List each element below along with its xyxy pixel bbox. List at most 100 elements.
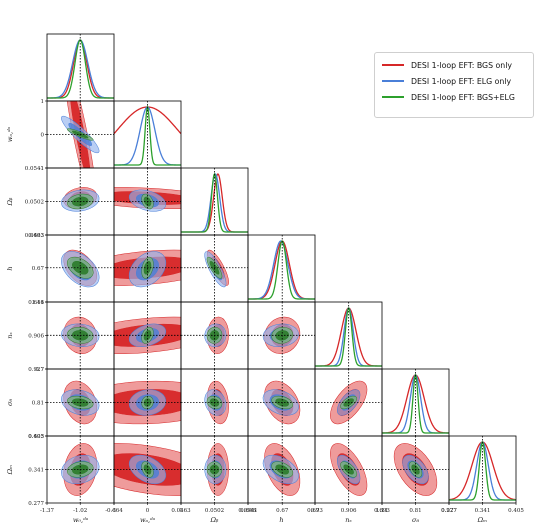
panel-1-1 xyxy=(113,100,182,169)
panel-content xyxy=(181,436,248,503)
panel-content xyxy=(114,436,181,503)
x-axis-label-0: w₀,ᵈᵃ xyxy=(73,516,89,523)
panel-content xyxy=(47,235,114,302)
panel-content xyxy=(315,369,382,436)
panel-5-0 xyxy=(46,368,115,437)
panel-content xyxy=(114,302,181,369)
x-tick-label-1-1: 0 xyxy=(146,508,150,514)
panel-content xyxy=(47,34,114,101)
panel-6-0 xyxy=(46,435,115,504)
panel-content xyxy=(181,369,248,436)
panel-content xyxy=(248,302,315,369)
panel-content xyxy=(114,168,181,235)
panel-frame xyxy=(247,234,316,303)
y-tick-label-6-1: 0.341 xyxy=(28,468,44,474)
x-tick-label-6-1: 0.341 xyxy=(475,508,491,514)
panel-content xyxy=(248,369,315,436)
panel-content xyxy=(47,436,114,503)
legend: DESI 1-loop EFT: BGS only DESI 1-loop EF… xyxy=(374,52,534,118)
legend-swatch-combined xyxy=(382,96,404,98)
x-tick-label-5-2: 0.927 xyxy=(441,508,457,514)
panel-5-3 xyxy=(247,368,316,437)
x-tick-label-3-0: 0.646 xyxy=(240,508,256,514)
legend-label-bgs: DESI 1-loop EFT: BGS only xyxy=(411,60,513,70)
y-tick-label-1-0: -1 xyxy=(39,166,44,172)
y-tick-label-4-2: 1.11 xyxy=(32,300,44,306)
panel-content xyxy=(248,235,315,302)
panel-0-0 xyxy=(46,33,115,102)
x-tick-label-6-0: 0.277 xyxy=(441,508,457,514)
panel-content xyxy=(248,436,315,503)
x-tick-label-0-0: -1.37 xyxy=(40,508,55,514)
panel-6-6 xyxy=(448,435,517,504)
y-tick-label-1-2: 1 xyxy=(41,99,45,105)
marginal-3-series-0 xyxy=(248,240,315,300)
panel-6-4 xyxy=(314,435,383,504)
x-tick-label-2-2: 0.0541 xyxy=(238,508,257,514)
x-tick-label-3-2: 0.693 xyxy=(307,508,323,514)
x-axis-label-5: σ₈ xyxy=(412,516,419,523)
x-tick-label-4-0: 0.7 xyxy=(311,508,320,514)
y-axis-label-6: Ωₘ xyxy=(6,465,14,475)
legend-swatch-elg xyxy=(382,80,404,82)
y-tick-label-5-1: 0.81 xyxy=(32,401,44,407)
y-tick-label-2-1: 0.0502 xyxy=(25,200,44,206)
panel-2-1 xyxy=(113,167,182,236)
x-tick-label-5-1: 0.81 xyxy=(409,508,421,514)
panel-5-1 xyxy=(113,368,182,437)
panel-4-3 xyxy=(247,301,316,370)
panel-4-4 xyxy=(314,301,383,370)
y-tick-label-4-0: 0.7 xyxy=(35,367,44,373)
panel-5-4 xyxy=(314,368,383,437)
marginal-3-series-2 xyxy=(248,240,315,300)
legend-item-elg: DESI 1-loop EFT: ELG only xyxy=(382,75,511,87)
panel-content xyxy=(181,302,248,369)
x-axis-label-2: Ωᵦ xyxy=(210,516,219,523)
y-tick-label-3-1: 0.67 xyxy=(32,266,45,272)
panel-4-2 xyxy=(180,301,249,370)
panel-3-1 xyxy=(113,234,182,303)
panel-content xyxy=(315,436,382,503)
y-tick-label-2-0: 0.0463 xyxy=(25,233,45,239)
y-tick-label-2-2: 0.0541 xyxy=(25,166,44,172)
panel-4-0 xyxy=(46,301,115,370)
panel-content xyxy=(47,168,114,235)
panel-content xyxy=(181,168,248,235)
y-tick-label-3-0: 0.646 xyxy=(28,300,44,306)
panel-content xyxy=(382,369,449,436)
x-axis-label-1: wₐ,ᵈᵃ xyxy=(140,516,156,523)
y-tick-label-6-0: 0.277 xyxy=(28,501,44,507)
panel-content xyxy=(315,302,382,369)
y-axis-label-1: wₐ,ᵈᵃ xyxy=(6,126,14,142)
panel-content xyxy=(47,369,114,436)
x-tick-label-2-0: 0.0463 xyxy=(171,508,191,514)
panel-content xyxy=(47,302,114,369)
legend-item-combined: DESI 1-loop EFT: BGS+ELG xyxy=(382,91,515,103)
x-tick-label-4-2: 1.11 xyxy=(376,508,388,514)
legend-label-combined: DESI 1-loop EFT: BGS+ELG xyxy=(411,92,515,102)
panel-content xyxy=(114,369,181,436)
x-tick-label-3-1: 0.67 xyxy=(276,508,289,514)
y-tick-label-5-2: 0.927 xyxy=(28,367,44,373)
legend-swatch-bgs xyxy=(382,64,404,66)
x-axis-label-6: Ωₘ xyxy=(477,516,487,523)
panel-6-5 xyxy=(381,435,450,504)
panel-content xyxy=(181,235,248,302)
panel-content xyxy=(449,436,516,503)
y-tick-label-3-2: 0.693 xyxy=(28,233,44,239)
panel-3-0 xyxy=(46,234,115,303)
panel-3-3 xyxy=(247,234,316,303)
y-axis-label-4: nₛ xyxy=(6,332,14,338)
legend-label-elg: DESI 1-loop EFT: ELG only xyxy=(411,76,512,86)
panel-6-1 xyxy=(113,435,182,504)
panel-2-2 xyxy=(180,167,249,236)
panel-5-5 xyxy=(381,368,450,437)
x-tick-label-5-0: 0.693 xyxy=(374,508,390,514)
panel-content xyxy=(382,436,449,503)
y-tick-label-5-0: 0.693 xyxy=(28,434,44,440)
x-tick-label-6-2: 0.405 xyxy=(508,508,524,514)
panel-content xyxy=(114,235,181,302)
y-axis-label-3: h xyxy=(6,266,14,270)
x-tick-label-1-0: -1 xyxy=(111,508,116,514)
